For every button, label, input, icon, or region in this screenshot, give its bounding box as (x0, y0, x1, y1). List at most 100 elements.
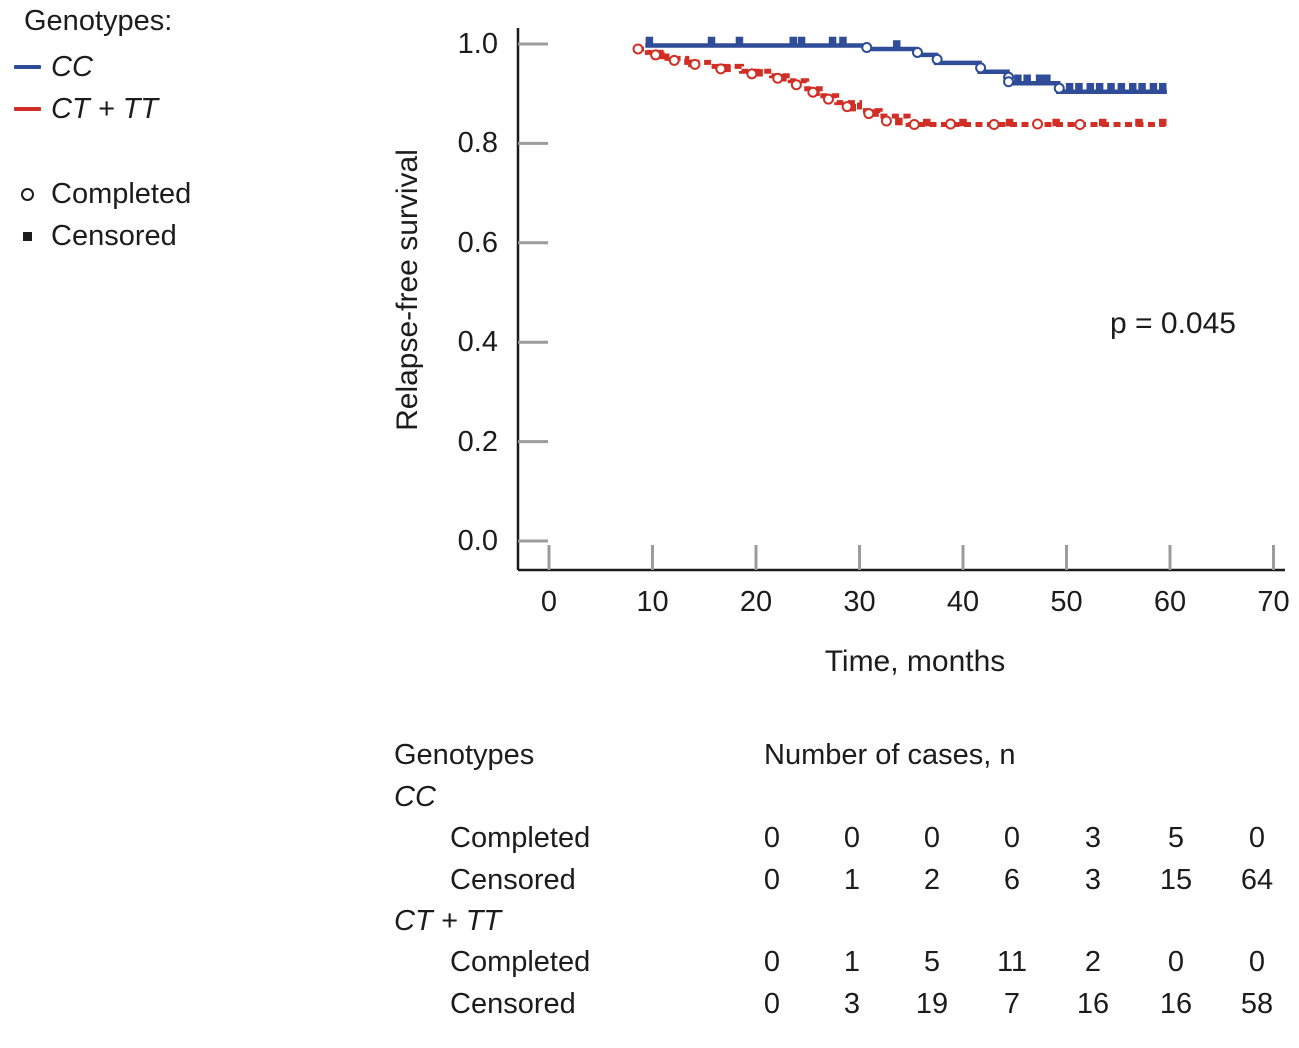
table-value-cell: 0 (923, 822, 941, 854)
completed-marker (746, 68, 758, 80)
table-value-cell: 0 (763, 822, 781, 854)
table-row-label: Completed (450, 822, 591, 854)
table-value-cell: 0 (1167, 946, 1185, 978)
legend-item-cc: CC (14, 46, 334, 88)
completed-marker (1053, 82, 1065, 94)
table-value-cell: 1 (843, 864, 861, 896)
table-value-cell: 0 (1003, 822, 1021, 854)
censored-marker (871, 109, 879, 117)
p-value-annotation: p = 0.045 (1110, 307, 1236, 340)
table-value-cell: 0 (763, 988, 781, 1020)
censored-marker (1149, 82, 1158, 91)
table-value-cell: 3 (843, 988, 861, 1020)
censored-marker (797, 36, 806, 45)
completed-marker (1074, 119, 1086, 131)
cc-curve (645, 43, 1167, 94)
legend-item-ct-tt: CT + TT (14, 88, 334, 130)
table-value-cell: 5 (923, 946, 941, 978)
completed-marker (880, 115, 892, 127)
table-value-cell: 58 (1240, 988, 1274, 1020)
censored-marker (1095, 82, 1104, 91)
table-value-cell: 5 (1167, 822, 1185, 854)
completed-marker (668, 54, 680, 66)
table-value-cell: 0 (1248, 946, 1266, 978)
table-row-label: Censored (450, 864, 576, 896)
y-tick-label: 0.6 (457, 226, 498, 259)
completed-marker (632, 43, 644, 55)
censored-marker (1065, 82, 1074, 91)
censored-marker (1035, 74, 1044, 83)
x-tick-label: 60 (1153, 586, 1187, 618)
x-axis-title: Time, months (824, 645, 1006, 678)
censored-marker (1052, 118, 1060, 127)
table-value-cell: 3 (1084, 864, 1102, 896)
censored-marker (1098, 118, 1107, 127)
censored-marker (755, 69, 763, 77)
completed-marker (861, 41, 873, 53)
table-value-cell: 11 (996, 946, 1028, 978)
legend-title: Genotypes: (24, 5, 173, 37)
y-axis-title: Relapse-free survival (391, 149, 424, 431)
completed-marker (988, 119, 1000, 131)
table-value-cell: 2 (1084, 946, 1102, 978)
completed-marker (822, 93, 834, 105)
table-value-cell: 0 (763, 864, 781, 896)
completed-marker (1032, 118, 1044, 130)
completed-marker (863, 108, 875, 120)
completed-marker (650, 49, 662, 61)
x-tick-label: 0 (540, 586, 558, 618)
censored-marker (1043, 74, 1051, 83)
table-value-cell: 2 (923, 864, 941, 896)
table-genotype-label: CC (394, 781, 436, 813)
completed-marker (772, 72, 784, 84)
legend-label-ct-tt: CT + TT (51, 92, 159, 125)
censored-square-icon (14, 231, 41, 241)
censored-marker (1005, 118, 1014, 127)
completed-marker (841, 101, 853, 113)
completed-marker (908, 119, 920, 131)
table-header-cases: Number of cases, n (764, 739, 1016, 771)
table-value-cell: 16 (1076, 988, 1110, 1020)
table-value-cell: 15 (1159, 864, 1193, 896)
table-value-cell: 0 (763, 946, 781, 978)
table-row-label: Censored (450, 988, 576, 1020)
table-row-label: Completed (450, 946, 591, 978)
censored-marker (1135, 118, 1143, 127)
completed-marker (1003, 76, 1015, 88)
censored-marker (1014, 74, 1022, 83)
y-tick-label: 0.8 (457, 127, 498, 160)
censored-marker (789, 36, 798, 45)
censored-marker (959, 118, 967, 127)
x-tick-label: 20 (739, 586, 773, 618)
censored-marker (1128, 82, 1137, 91)
table-value-cell: 7 (1003, 988, 1021, 1020)
table-value-cell: 1 (843, 946, 861, 978)
completed-marker (689, 58, 701, 70)
table-genotype-label: CT + TT (394, 905, 502, 937)
ct-tt-curve (637, 46, 1165, 127)
legend-label-completed: Completed (51, 177, 192, 210)
censored-marker (1117, 82, 1126, 91)
legend-item-completed: Completed (14, 173, 334, 215)
completed-marker (945, 118, 957, 130)
censored-marker (893, 40, 901, 48)
table-value-cell: 6 (1003, 864, 1021, 896)
censored-marker (1159, 82, 1167, 91)
y-tick-label: 0.2 (457, 425, 498, 458)
censored-marker (1107, 82, 1115, 91)
x-tick-label: 40 (946, 586, 980, 618)
x-tick-label: 50 (1050, 586, 1083, 618)
completed-marker (931, 53, 943, 65)
table-value-cell: 16 (1159, 988, 1193, 1020)
table-value-cell: 19 (915, 988, 949, 1020)
censored-marker (828, 36, 837, 45)
x-tick-label: 10 (636, 586, 669, 618)
table-value-cell: 64 (1240, 864, 1274, 896)
cc-line-sample (14, 65, 41, 69)
completed-marker (790, 79, 802, 91)
censored-marker (1023, 74, 1031, 83)
completed-circle-icon (14, 187, 41, 201)
x-tick-label: 70 (1257, 586, 1290, 618)
